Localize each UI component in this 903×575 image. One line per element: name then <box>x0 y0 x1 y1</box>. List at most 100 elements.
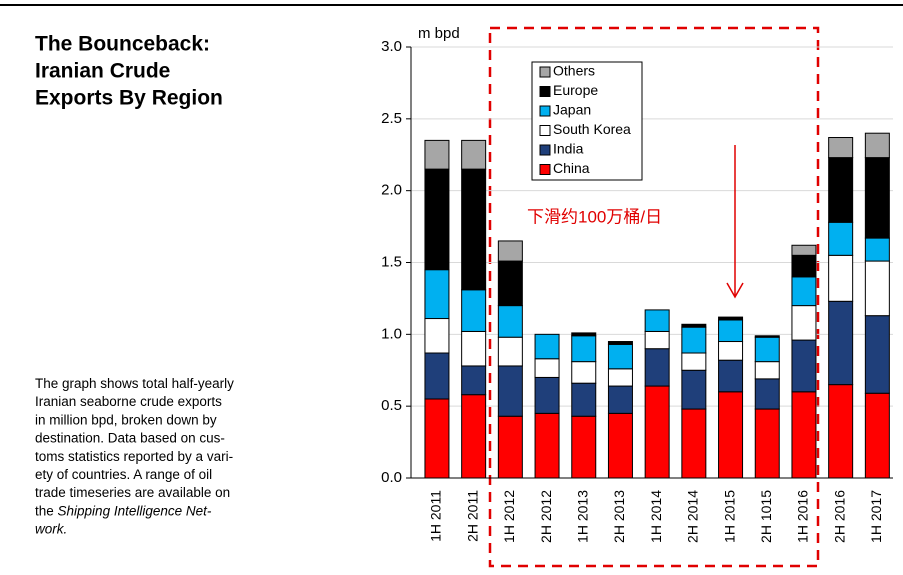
title-line: Iranian Crude <box>35 60 170 83</box>
bar-segment <box>718 316 744 321</box>
bar-segment <box>681 323 707 328</box>
bar-segment <box>791 391 817 479</box>
bar-segment <box>718 359 744 393</box>
x-tick-label: 1H 2014 <box>648 490 664 543</box>
bar-segment <box>791 339 817 393</box>
bar-segment <box>607 368 633 387</box>
bar-segment <box>534 376 560 414</box>
description-text: the <box>35 503 58 518</box>
legend-label: Europe <box>553 82 598 98</box>
description-line: work. <box>35 521 67 536</box>
description-text: work. <box>35 521 67 536</box>
legend-swatch <box>539 125 551 136</box>
description-text: The graph shows total half-yearly <box>35 376 234 391</box>
title-line: Exports By Region <box>35 87 223 110</box>
y-tick-label: 2.5 <box>381 110 402 127</box>
legend-box <box>531 61 643 181</box>
bar-segment <box>864 392 890 479</box>
description-line: Iranian seaborne crude exports <box>35 394 222 409</box>
bar-segment <box>571 415 597 479</box>
bar-segment <box>754 335 780 338</box>
bar-segment <box>497 415 523 479</box>
description-line: The graph shows total half-yearly <box>35 376 234 391</box>
bar-segment <box>497 260 523 307</box>
legend-label: China <box>553 160 590 176</box>
bar-segment <box>828 157 854 223</box>
bar-segment <box>571 382 597 417</box>
y-tick-label: 1.5 <box>381 253 402 270</box>
bar-segment <box>828 300 854 386</box>
y-axis-label: m bpd <box>418 25 460 42</box>
bar-segment <box>864 132 890 159</box>
bar-segment <box>864 260 890 317</box>
description-line: trade timeseries are available on <box>35 485 230 500</box>
bar-segment <box>534 358 560 378</box>
bar-segment <box>424 352 450 400</box>
legend-swatch <box>539 164 551 175</box>
bar-segment <box>424 318 450 354</box>
bar-segment <box>497 305 523 338</box>
highlight-box <box>488 26 820 568</box>
bar-segment <box>461 330 487 367</box>
legend-label: Japan <box>553 102 591 118</box>
y-tick-label: 3.0 <box>381 38 402 55</box>
bar-segment <box>828 384 854 479</box>
bar-segment <box>864 237 890 262</box>
bar-segment <box>461 139 487 170</box>
bar-segment <box>607 341 633 345</box>
bar-segment <box>791 276 817 307</box>
bar-segment <box>571 335 597 363</box>
x-tick-label: 2H 2013 <box>611 490 627 543</box>
bar-segment <box>424 269 450 320</box>
bar-segment <box>828 254 854 302</box>
bar-segment <box>571 361 597 384</box>
x-tick-label: 1H 2017 <box>868 490 884 543</box>
description-text: destination. Data based on cus- <box>35 430 225 445</box>
x-tick-label: 1H 2016 <box>795 490 811 543</box>
bar-segment <box>681 369 707 410</box>
bar-segment <box>461 394 487 479</box>
bar-segment <box>644 348 670 387</box>
y-tick-label: 0.5 <box>381 397 402 414</box>
legend-label: Others <box>553 63 595 79</box>
description-text: Iranian seaborne crude exports <box>35 394 222 409</box>
x-tick-label: 2H 1015 <box>758 490 774 543</box>
bar-segment <box>424 139 450 170</box>
bar-segment <box>864 157 890 239</box>
bar-segment <box>497 240 523 262</box>
description-text: Shipping Intelligence Net- <box>58 503 212 518</box>
x-tick-label: 1H 2015 <box>721 490 737 543</box>
legend-swatch <box>539 66 551 78</box>
bar-segment <box>497 365 523 417</box>
bar-segment <box>791 254 817 278</box>
bar-segment <box>754 361 780 380</box>
bar-segment <box>607 385 633 414</box>
x-tick-label: 1H 2011 <box>428 490 444 542</box>
bar-segment <box>681 408 707 479</box>
x-tick-label: 2H 2012 <box>538 490 554 543</box>
bar-segment <box>571 332 597 337</box>
description-text: in million bpd, broken down by <box>35 412 217 427</box>
bar-segment <box>754 408 780 479</box>
bar-segment <box>681 352 707 371</box>
description-line: destination. Data based on cus- <box>35 430 225 445</box>
bar-segment <box>828 221 854 256</box>
x-tick-label: 2H 2016 <box>831 490 847 543</box>
legend-swatch <box>539 144 551 156</box>
bar-segment <box>461 289 487 332</box>
bar-segment <box>828 137 854 159</box>
x-tick-label: 1H 2013 <box>574 490 590 543</box>
description-line: toms statistics reported by a vari- <box>35 448 233 463</box>
annotation: 下滑约100万桶/日 <box>527 207 662 226</box>
description-line: in million bpd, broken down by <box>35 412 217 427</box>
title-line: The Bounceback: <box>35 33 210 56</box>
legend-label: South Korea <box>553 121 631 137</box>
legend-label: India <box>553 141 584 157</box>
bar-segment <box>718 319 744 343</box>
y-tick-label: 1.0 <box>381 325 402 342</box>
bar-segment <box>754 336 780 363</box>
bar-segment <box>497 336 523 367</box>
y-tick-label: 0.0 <box>381 469 402 486</box>
bar-segment <box>534 333 560 360</box>
